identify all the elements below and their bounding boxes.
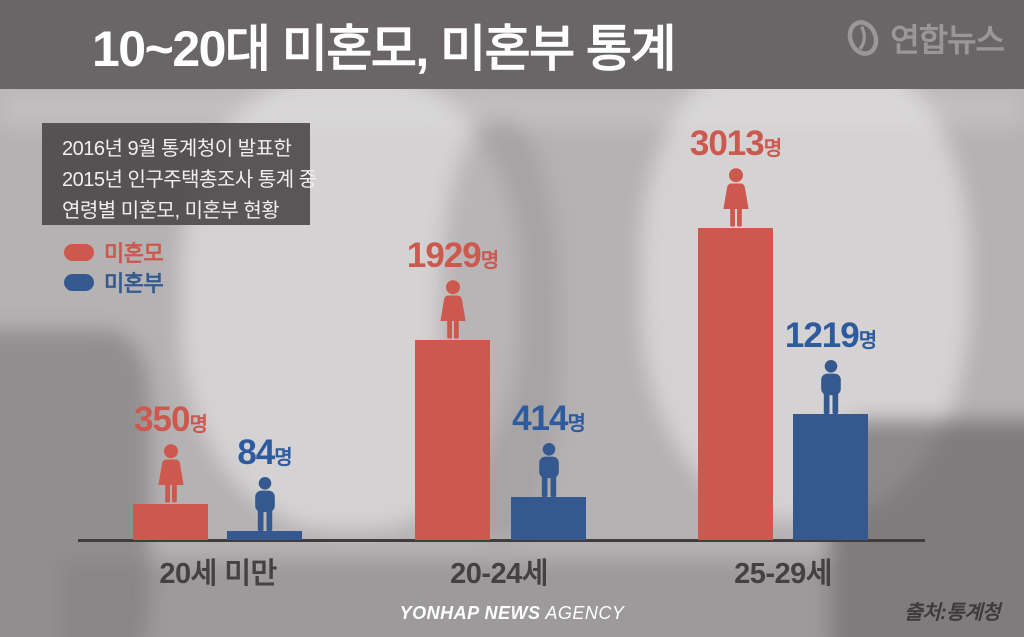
value-number: 350 xyxy=(134,400,190,439)
value-number: 3013 xyxy=(689,124,765,163)
info-line: 연령별 미혼모, 미혼부 현황 xyxy=(62,200,280,222)
bar-female-3 xyxy=(698,228,773,540)
female-icon xyxy=(436,280,470,340)
value-unit: 명 xyxy=(480,250,499,272)
info-box: 2016년 9월 통계청이 발표한 2015년 인구주택총조사 통계 중 연령별… xyxy=(42,123,317,225)
value-label: 414명 xyxy=(512,399,586,438)
photo-bench xyxy=(60,560,1020,637)
chart-legend: 미혼모 미혼부 xyxy=(64,240,164,300)
x-axis-line xyxy=(78,539,925,542)
value-unit: 명 xyxy=(274,447,292,469)
female-icon xyxy=(719,168,753,228)
female-icon xyxy=(154,444,188,504)
category-label: 20-24세 xyxy=(450,558,548,590)
info-line: 2016년 9월 통계청이 발표한 xyxy=(62,138,292,160)
bar-female-2 xyxy=(415,340,490,540)
male-icon xyxy=(534,443,564,497)
info-line: 2015년 인구주택총조사 통계 중 xyxy=(62,169,317,191)
legend-item-fathers: 미혼부 xyxy=(64,270,164,296)
value-number: 1219 xyxy=(784,316,860,355)
value-label: 1219명 xyxy=(784,316,877,355)
legend-item-mothers: 미혼모 xyxy=(64,240,164,266)
category-label: 20세 미만 xyxy=(159,558,277,590)
header-bar: 10~20대 미혼모, 미혼부 통계 연합뉴스 xyxy=(0,0,1024,89)
yonhap-emblem-icon xyxy=(842,17,884,59)
news-agency-logo: 연합뉴스 xyxy=(842,15,1005,61)
logo-text: 연합뉴스 xyxy=(890,22,1005,58)
bar-male-1 xyxy=(227,531,302,540)
value-unit: 명 xyxy=(189,414,208,436)
value-label: 350명 xyxy=(134,400,208,439)
value-number: 414 xyxy=(512,399,568,438)
page-title: 10~20대 미혼모, 미혼부 통계 xyxy=(92,20,677,77)
photo-dark-left xyxy=(0,330,150,637)
bar-male-3 xyxy=(793,414,868,540)
value-label: 1929명 xyxy=(406,236,499,275)
value-unit: 명 xyxy=(763,138,782,160)
legend-swatch-blue xyxy=(64,273,94,291)
agency-credit-light: AGENCY xyxy=(540,603,625,623)
male-icon xyxy=(250,477,280,531)
value-label: 84명 xyxy=(237,433,292,472)
bar-female-1 xyxy=(133,504,208,540)
source-credit: 출처:통계청 xyxy=(904,602,1000,624)
value-unit: 명 xyxy=(567,413,586,435)
value-label: 3013명 xyxy=(689,124,782,163)
value-number: 1929 xyxy=(406,236,482,275)
bar-male-2 xyxy=(511,497,586,540)
legend-label: 미혼부 xyxy=(104,271,164,296)
value-number: 84 xyxy=(237,433,275,472)
agency-credit-bold: YONHAP NEWS xyxy=(399,603,541,623)
agency-credit: YONHAP NEWS AGENCY xyxy=(0,603,1024,624)
legend-label: 미혼모 xyxy=(104,241,164,266)
value-unit: 명 xyxy=(858,330,877,352)
category-label: 25-29세 xyxy=(734,558,832,590)
male-icon xyxy=(816,360,846,414)
legend-swatch-red xyxy=(64,243,94,261)
